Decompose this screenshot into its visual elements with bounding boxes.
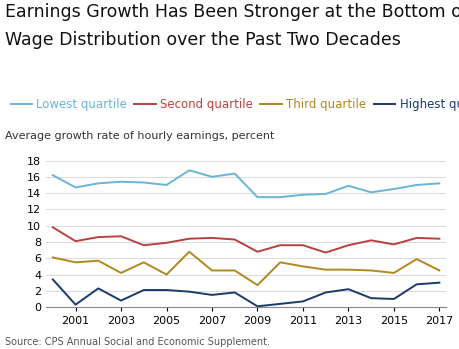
Legend: Lowest quartile, Second quartile, Third quartile, Highest quartile: Lowest quartile, Second quartile, Third … <box>11 98 459 111</box>
Text: Wage Distribution over the Past Two Decades: Wage Distribution over the Past Two Deca… <box>5 31 400 50</box>
Text: Earnings Growth Has Been Stronger at the Bottom of the: Earnings Growth Has Been Stronger at the… <box>5 3 459 22</box>
Text: Source: CPS Annual Social and Economic Supplement.: Source: CPS Annual Social and Economic S… <box>5 337 269 347</box>
Text: Average growth rate of hourly earnings, percent: Average growth rate of hourly earnings, … <box>5 131 274 141</box>
